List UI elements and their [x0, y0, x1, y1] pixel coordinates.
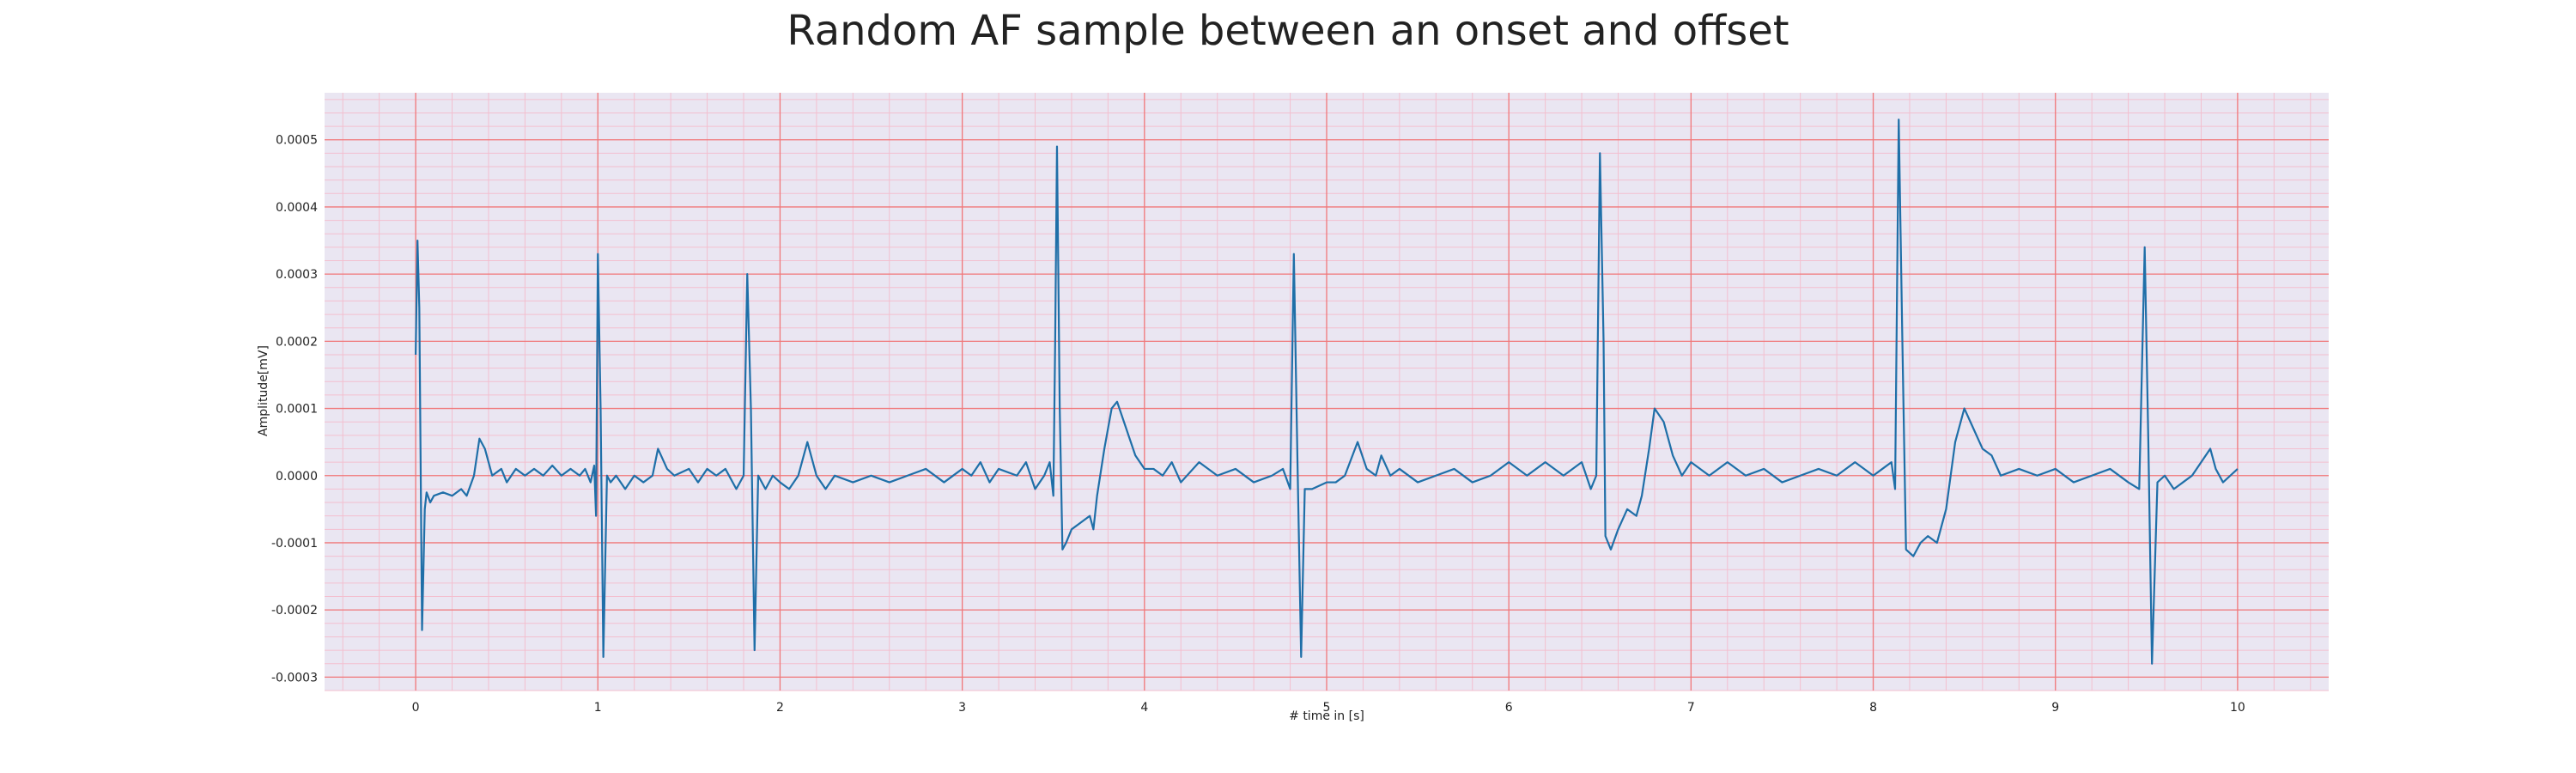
x-tick-label: 9 [2051, 701, 2059, 715]
y-tick-label: 0.0001 [276, 403, 318, 417]
y-tick-label: -0.0002 [271, 604, 318, 618]
x-tick-label: 4 [1140, 701, 1148, 715]
x-tick-label: 0 [412, 701, 420, 715]
chart-title: Random AF sample between an onset and of… [787, 7, 1789, 55]
ecg-series-line [414, 119, 2239, 665]
x-tick-label: 6 [1505, 701, 1513, 715]
y-axis-label: Amplitude[mV] [257, 345, 270, 436]
y-tick-label: 0.0005 [276, 134, 318, 148]
y-tick-label: 0.0003 [276, 268, 318, 282]
y-tick-label: -0.0003 [271, 671, 318, 685]
y-tick-label: 0.0002 [276, 335, 318, 349]
major-grid [325, 93, 2329, 691]
y-tick-label: 0.0000 [276, 470, 318, 484]
y-tick-label: -0.0001 [271, 537, 318, 551]
x-tick-label: 8 [1869, 701, 1877, 715]
y-tick-label: 0.0004 [276, 201, 318, 215]
x-axis-label: # time in [s] [1289, 709, 1364, 723]
x-tick-label: 3 [958, 701, 966, 715]
x-tick-label: 2 [776, 701, 784, 715]
x-tick-labels: 0 1 2 3 4 5 6 7 8 9 10 [412, 701, 2245, 715]
x-tick-label: 7 [1687, 701, 1695, 715]
x-tick-label: 1 [594, 701, 602, 715]
x-tick-label: 5 [1323, 701, 1331, 715]
x-tick-label: 10 [2230, 701, 2245, 715]
series-group [414, 119, 2239, 665]
y-tick-labels: -0.0003 -0.0002 -0.0001 0.0000 0.0001 0.0002 0… [271, 134, 318, 685]
